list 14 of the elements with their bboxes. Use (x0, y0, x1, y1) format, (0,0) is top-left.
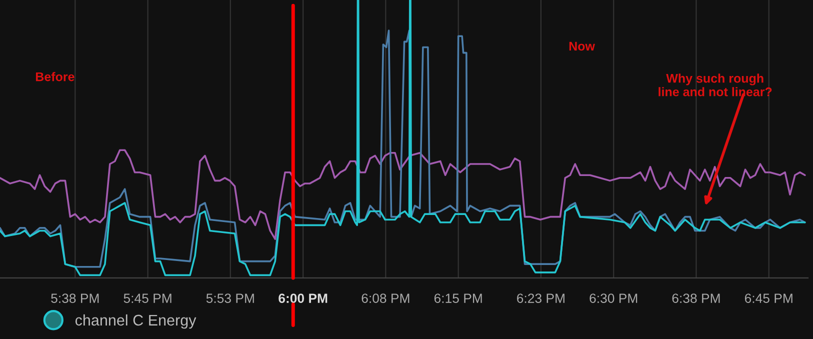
x-tick-label: 6:08 PM (362, 294, 410, 303)
annotation: Why such rough line and not linear? (658, 74, 772, 96)
x-tick-label: 6:38 PM (672, 294, 720, 303)
x-tick-label: 5:53 PM (206, 294, 254, 303)
annotation: Now (569, 42, 595, 51)
x-tick-label: 5:38 PM (51, 294, 99, 303)
x-tick-label: 5:45 PM (124, 294, 172, 303)
x-tick-label: 6:23 PM (517, 294, 564, 303)
x-tick-label: 6:15 PM (434, 294, 482, 303)
x-tick-label: 6:30 PM (590, 294, 638, 303)
legend-label: channel C Energy (75, 314, 196, 329)
annotation: Before (36, 72, 74, 82)
x-tick-label: 6:45 PM (744, 294, 792, 303)
x-tick-label: 6:00 PM (278, 294, 328, 303)
